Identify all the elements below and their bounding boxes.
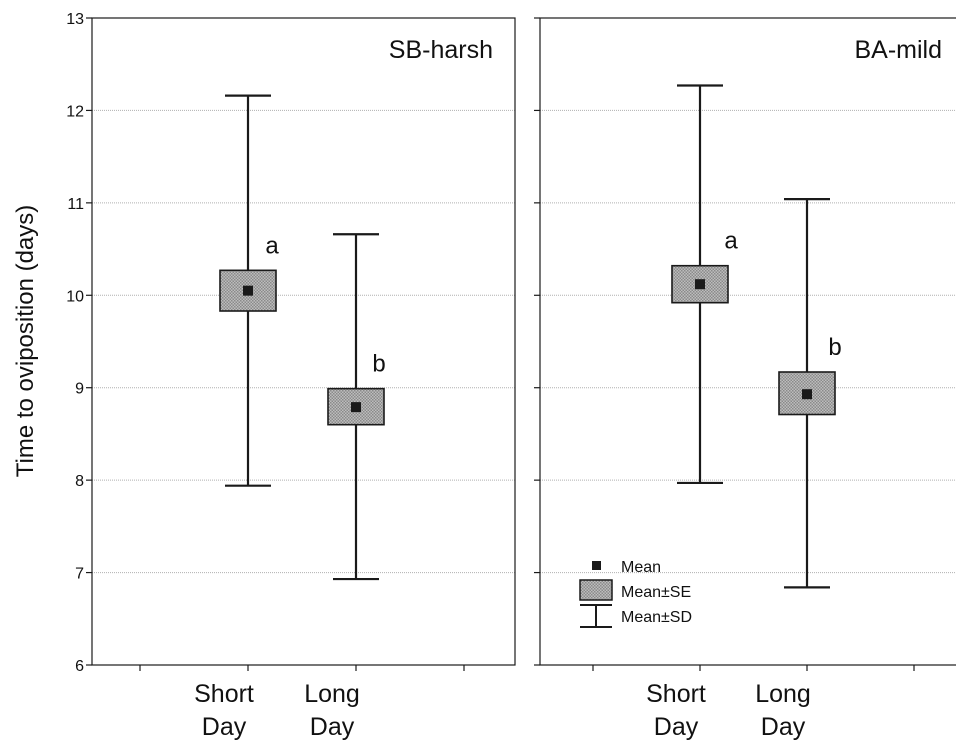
mean-marker — [351, 402, 361, 413]
mean-marker — [243, 285, 253, 296]
panel-title: SB-harsh — [389, 36, 493, 64]
legend-label: Mean±SE — [621, 584, 691, 601]
panel-frame — [539, 17, 956, 666]
x-category-label: Day — [202, 713, 247, 741]
significance-letter: b — [372, 351, 385, 378]
significance-letter: a — [724, 228, 738, 255]
box-group: b Long Day — [755, 198, 842, 741]
legend-label: Mean±SD — [621, 609, 692, 626]
x-category-label: Day — [654, 713, 699, 741]
box-group: b Long Day — [304, 233, 386, 741]
y-tick-label: 12 — [66, 103, 84, 120]
mean-marker — [802, 389, 812, 400]
panel-2: BA-mild a Short Day b Long Day — [534, 17, 956, 741]
x-category-label: Long — [304, 680, 360, 708]
y-tick-label: 7 — [75, 566, 84, 583]
x-category-label: Short — [194, 680, 254, 708]
mean-marker — [695, 279, 705, 290]
y-tick-label: 6 — [75, 658, 84, 675]
plot-layer: 678910111213SB-harshaShortDaybLongDayBA-… — [66, 11, 956, 741]
y-tick-label: 11 — [67, 196, 84, 213]
panel-1: 6 7 8 9 10 11 12 13 SB-harsh a Short Day b Long Day — [66, 11, 516, 741]
panel-title: BA-mild — [854, 36, 942, 64]
y-axis-label: Time to oviposition (days) — [12, 205, 39, 478]
y-tick-label: 8 — [75, 473, 84, 490]
box-group: a Short Day — [194, 94, 279, 741]
significance-letter: a — [265, 232, 279, 259]
legend: Mean Mean±SE Mean±SD — [579, 559, 692, 628]
box-group: a Short Day — [646, 84, 738, 741]
y-tick-label: 10 — [66, 288, 84, 305]
legend-label: Mean — [621, 559, 661, 576]
x-category-label: Day — [310, 713, 355, 741]
x-category-label: Long — [755, 680, 811, 708]
se-box — [327, 387, 385, 426]
y-tick-label: 9 — [75, 381, 84, 398]
legend-mean-symbol — [592, 561, 601, 570]
panel-frame — [91, 17, 516, 666]
x-category-label: Day — [761, 713, 806, 741]
x-category-label: Short — [646, 680, 706, 708]
y-tick-label: 13 — [66, 11, 84, 28]
significance-letter: b — [828, 334, 841, 361]
legend-se-symbol — [579, 579, 613, 601]
